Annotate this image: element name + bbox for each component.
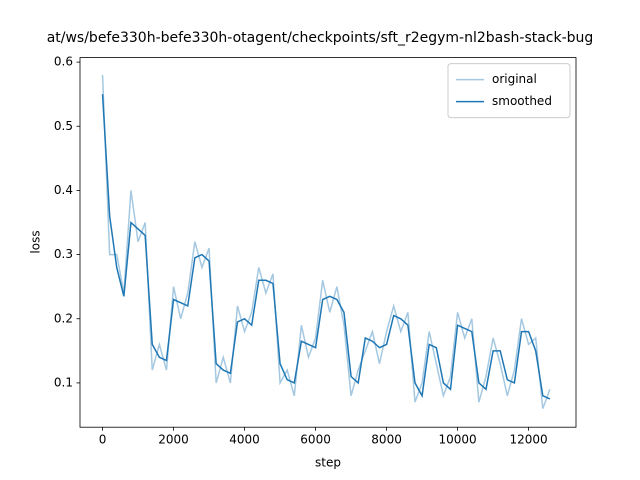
x-tick-label: 8000 <box>371 433 402 447</box>
x-tick-label: 12000 <box>510 433 548 447</box>
y-tick-label: 0.3 <box>54 247 73 261</box>
y-tick-label: 0.4 <box>54 183 73 197</box>
y-tick-label: 0.2 <box>54 311 73 325</box>
x-tick-label: 6000 <box>300 433 331 447</box>
chart-title: at/ws/befe330h-befe330h-otagent/checkpoi… <box>47 30 594 46</box>
plot-frame <box>79 57 577 428</box>
line-series <box>101 74 551 409</box>
x-axis-label: step <box>315 456 341 470</box>
y-axis-label: loss <box>29 230 43 253</box>
line-series <box>101 94 551 400</box>
legend-box <box>447 63 571 119</box>
x-tick-label: 0 <box>99 433 107 447</box>
x-tick-label: 10000 <box>438 433 476 447</box>
y-tick-label: 0.6 <box>54 55 73 69</box>
x-tick-label: 4000 <box>229 433 260 447</box>
legend-label: smoothed <box>492 94 552 108</box>
x-tick-label: 2000 <box>158 433 189 447</box>
y-tick-label: 0.5 <box>54 119 73 133</box>
y-tick-label: 0.1 <box>54 375 73 389</box>
legend-label: original <box>492 72 537 86</box>
